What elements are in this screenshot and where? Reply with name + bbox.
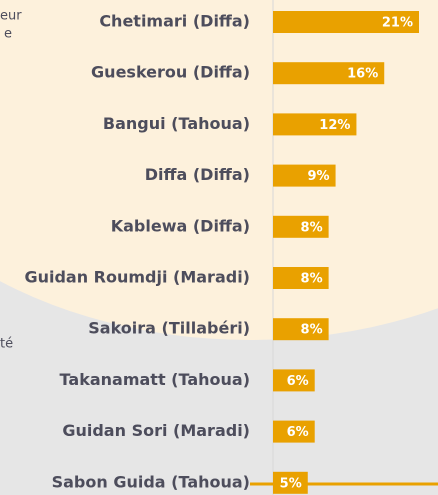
value-label: 8% — [301, 323, 323, 338]
category-label: Gueskerou (Diffa) — [91, 63, 250, 82]
background-shape — [0, 0, 438, 340]
bar — [273, 11, 419, 33]
annotation: e — [4, 27, 12, 42]
value-label: 21% — [382, 16, 413, 31]
bar — [273, 113, 357, 136]
category-label: Guidan Roumdji (Maradi) — [24, 268, 250, 287]
bar — [273, 420, 315, 443]
value-label: 16% — [347, 67, 378, 82]
bar — [273, 471, 308, 494]
category-label: Sakoira (Tillabéri) — [88, 319, 250, 338]
value-label: 5% — [280, 476, 302, 491]
category-label: Guidan Sori (Maradi) — [62, 421, 250, 440]
annotation: eur — [0, 9, 22, 24]
category-label: Takanamatt (Tahoua) — [60, 370, 250, 389]
value-label: 8% — [301, 220, 323, 235]
value-label: 6% — [287, 425, 309, 440]
bar — [273, 369, 315, 392]
bar — [273, 164, 336, 187]
annotation: té — [0, 337, 13, 352]
category-label: Sabon Guida (Tahoua) — [52, 472, 250, 491]
value-label: 6% — [287, 374, 309, 389]
bar — [273, 318, 329, 341]
value-label: 8% — [301, 272, 323, 287]
category-label: Kablewa (Diffa) — [111, 216, 250, 235]
category-label: Diffa (Diffa) — [145, 165, 250, 184]
bar — [273, 215, 329, 238]
bar — [273, 267, 329, 289]
value-label: 12% — [319, 118, 350, 133]
bar — [273, 62, 385, 85]
category-label: Chetimari (Diffa) — [99, 12, 250, 31]
value-label: 9% — [307, 169, 329, 184]
category-label: Bangui (Tahoua) — [103, 114, 250, 133]
